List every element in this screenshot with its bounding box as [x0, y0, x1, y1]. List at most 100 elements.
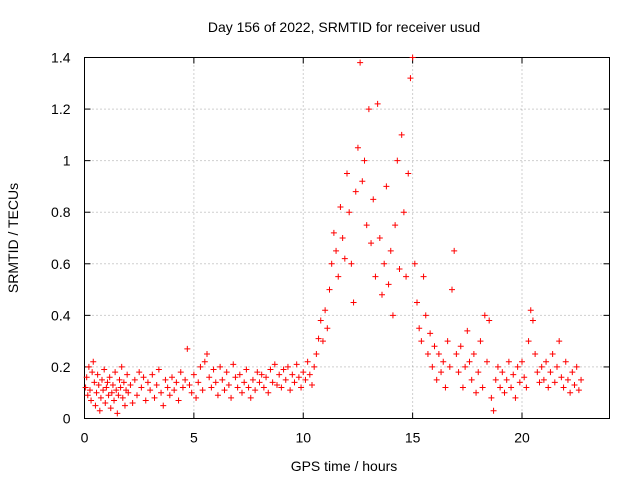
data-point — [396, 265, 403, 272]
data-point — [344, 170, 350, 177]
data-point — [101, 366, 108, 373]
data-point — [114, 410, 121, 417]
data-point — [311, 363, 318, 370]
data-point — [309, 381, 315, 388]
data-point — [254, 369, 261, 376]
data-point — [225, 381, 232, 388]
data-point — [361, 157, 368, 164]
data-point — [505, 358, 512, 365]
y-tick-label: 1 — [63, 153, 71, 169]
y-tick-label: 1.4 — [51, 50, 71, 66]
data-point — [175, 397, 182, 404]
data-point — [82, 384, 89, 391]
data-point — [306, 371, 313, 378]
data-point — [335, 273, 342, 280]
data-point — [578, 376, 585, 383]
data-point — [232, 374, 239, 381]
grid-lines — [84, 57, 610, 419]
data-point — [84, 392, 91, 399]
data-point — [190, 371, 197, 378]
data-point — [389, 312, 396, 319]
data-point — [201, 358, 208, 365]
data-point — [96, 407, 103, 414]
data-point — [536, 379, 543, 386]
data-point — [527, 307, 534, 314]
data-point — [89, 369, 96, 376]
data-point — [236, 371, 243, 378]
data-point — [416, 325, 423, 332]
y-axis-label: SRMTID / TECUs — [5, 183, 21, 293]
data-point — [300, 369, 307, 376]
data-point — [115, 392, 122, 399]
data-point — [234, 384, 241, 391]
data-point — [470, 351, 477, 358]
data-point — [379, 291, 385, 298]
data-point — [411, 260, 418, 267]
data-point — [186, 381, 193, 388]
data-point — [276, 371, 283, 378]
data-point — [111, 397, 118, 404]
data-point — [545, 384, 552, 391]
data-point — [418, 338, 425, 345]
data-point — [540, 376, 547, 383]
data-points — [82, 54, 585, 417]
data-point — [376, 235, 383, 241]
data-point — [442, 384, 449, 391]
data-point — [462, 363, 469, 370]
data-point — [241, 379, 248, 386]
data-point — [385, 281, 392, 288]
data-point — [298, 384, 305, 391]
data-point — [468, 376, 475, 383]
data-point — [149, 371, 156, 378]
data-point — [153, 381, 160, 388]
data-point — [494, 363, 501, 370]
data-point — [486, 317, 493, 324]
data-point — [210, 366, 217, 373]
data-point — [529, 317, 536, 324]
data-point — [438, 369, 445, 376]
data-point — [569, 369, 576, 376]
data-point — [195, 379, 202, 386]
data-point — [567, 389, 574, 396]
data-point — [155, 366, 162, 373]
data-point — [444, 338, 451, 345]
data-point — [247, 394, 254, 401]
data-point — [357, 59, 364, 66]
data-point — [93, 389, 100, 396]
data-point — [481, 312, 488, 319]
data-point — [473, 389, 480, 396]
data-point — [398, 131, 405, 138]
data-point — [337, 204, 344, 211]
data-point — [424, 351, 431, 358]
data-point — [95, 381, 102, 388]
data-point — [352, 188, 359, 195]
data-point — [267, 366, 274, 373]
data-point — [350, 299, 357, 306]
data-point — [381, 260, 388, 267]
data-point — [83, 374, 90, 381]
data-point — [263, 374, 270, 381]
data-point — [558, 374, 565, 381]
data-point — [523, 384, 530, 391]
x-tick-label: 15 — [405, 430, 421, 446]
plot-frame — [84, 57, 610, 419]
data-point — [514, 363, 521, 370]
data-point — [158, 389, 165, 396]
data-point — [271, 361, 278, 368]
data-point — [543, 358, 550, 365]
data-point — [256, 379, 263, 386]
data-point — [221, 387, 228, 394]
data-point — [206, 374, 213, 381]
data-point — [427, 330, 434, 337]
data-point — [144, 379, 151, 386]
data-point — [124, 371, 131, 378]
data-point — [243, 366, 250, 373]
data-point — [534, 369, 541, 376]
data-point — [405, 170, 412, 177]
data-point — [164, 384, 171, 391]
data-point — [166, 392, 173, 399]
data-point — [160, 402, 167, 409]
data-point — [113, 387, 120, 394]
data-point — [169, 374, 175, 381]
